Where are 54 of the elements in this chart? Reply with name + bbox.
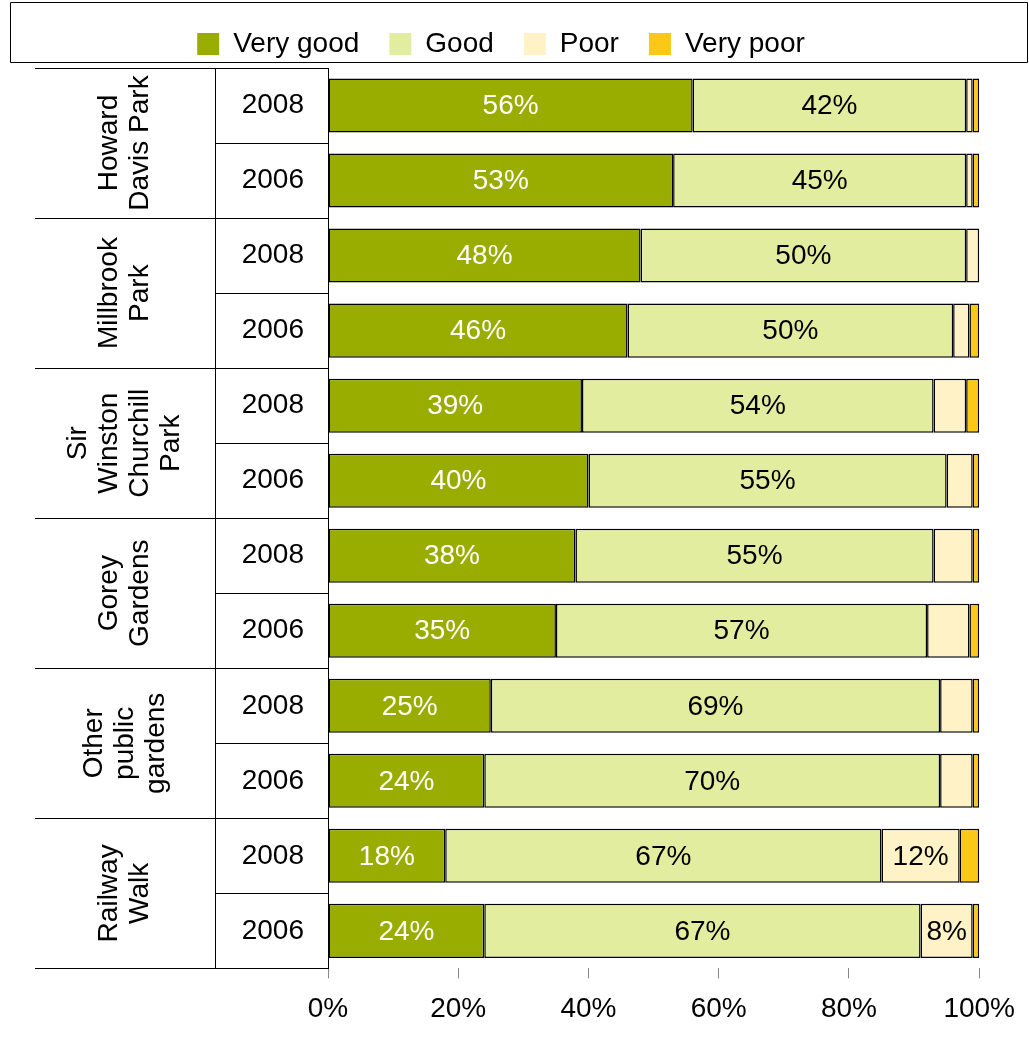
y-tick-label: 2006 [241,613,304,645]
data-label: 69% [687,689,744,721]
data-label: 25% [381,689,438,721]
y-tick-label: 2006 [241,313,304,345]
data-label: 70% [684,764,741,796]
y-tick-label: 2006 [241,163,304,195]
text: Railway Walk [92,844,155,943]
text: Millbrook Park [92,236,155,350]
data-label: 55% [739,464,796,496]
text: Gorey Gardens [92,539,155,647]
y-tick-label: 2008 [241,238,304,270]
data-label: 12% [892,839,949,871]
legend-label: Poor [559,26,619,58]
y-tick-label: 2008 [241,838,304,870]
data-label: 24% [378,914,435,946]
data-label: 53% [472,164,529,196]
y-tick-label: 2006 [241,913,304,945]
data-label: 67% [635,839,692,871]
y-tick-label: 2008 [241,688,304,720]
data-label: 56% [482,89,539,121]
x-tick-label: 20% [430,991,487,1023]
x-tick-label: 40% [560,991,617,1023]
text: Other public gardens [76,692,170,794]
data-label: 38% [423,539,480,571]
data-label: 55% [726,539,783,571]
data-label: 39% [427,389,484,421]
x-tick-label: 100% [943,991,1016,1023]
data-label: 67% [674,914,731,946]
legend-label: Very poor [684,26,805,58]
y-tick-label: 2008 [241,388,304,420]
data-label: 42% [801,89,858,121]
y-tick-label: 2008 [241,88,304,120]
legend-label: Very good [233,26,360,58]
text: Howard Davis Park [92,74,155,211]
data-label: 18% [358,839,415,871]
data-label: 8% [926,914,967,946]
data-label: 40% [430,464,487,496]
data-label: 50% [762,314,819,346]
data-label: 48% [456,239,513,271]
y-tick-label: 2008 [241,538,304,570]
data-label: 46% [450,314,507,346]
x-tick-label: 80% [820,991,877,1023]
data-label: 45% [791,164,848,196]
x-tick-label: 0% [307,991,349,1023]
data-label: 57% [713,614,770,646]
data-label: 35% [414,614,471,646]
data-label: 50% [775,239,832,271]
y-tick-label: 2006 [241,763,304,795]
y-tick-label: 2006 [241,463,304,495]
data-label: 24% [378,764,435,796]
text: Sir Winston Churchill Park [61,388,186,498]
x-tick-label: 60% [690,991,747,1023]
data-label: 54% [729,389,786,421]
legend-label: Good [425,26,494,58]
